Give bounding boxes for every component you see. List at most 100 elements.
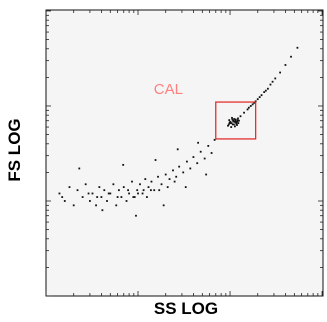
data-point xyxy=(227,123,230,126)
data-point xyxy=(284,64,287,66)
data-point xyxy=(203,157,206,160)
data-point xyxy=(234,125,236,128)
data-point xyxy=(210,152,213,154)
data-point xyxy=(172,169,174,172)
data-point xyxy=(131,180,133,183)
data-point xyxy=(199,150,202,153)
data-point xyxy=(120,196,123,198)
data-point xyxy=(133,196,136,198)
data-point xyxy=(231,123,234,126)
data-point xyxy=(186,160,188,163)
data-point xyxy=(166,186,169,189)
data-point xyxy=(235,121,238,123)
data-point xyxy=(258,96,261,99)
data-point xyxy=(249,105,252,107)
data-point xyxy=(267,87,269,90)
data-point xyxy=(230,126,233,128)
data-point xyxy=(101,209,104,212)
x-axis-title: SS LOG xyxy=(154,299,218,318)
data-point xyxy=(91,192,94,195)
data-point xyxy=(78,167,81,170)
y-axis-title: FS LOG xyxy=(5,118,24,181)
data-point xyxy=(128,192,130,195)
data-point xyxy=(103,189,106,192)
data-point xyxy=(58,192,61,195)
data-point xyxy=(150,180,153,183)
data-point xyxy=(100,196,103,198)
data-point xyxy=(238,119,240,122)
data-point xyxy=(182,171,185,174)
cal-gate-label: CAL xyxy=(154,81,183,98)
data-point xyxy=(135,214,137,217)
data-point xyxy=(189,167,192,170)
data-point xyxy=(107,192,110,195)
data-point xyxy=(184,186,187,189)
data-point xyxy=(158,189,161,192)
data-point xyxy=(146,196,148,198)
data-point xyxy=(239,115,242,118)
data-point xyxy=(176,148,179,151)
data-point xyxy=(233,118,236,120)
data-point xyxy=(274,77,277,80)
data-point xyxy=(68,186,71,189)
data-point xyxy=(137,192,139,195)
data-point xyxy=(72,204,75,207)
data-point xyxy=(76,189,79,192)
data-point xyxy=(160,183,163,186)
data-point xyxy=(263,91,266,93)
data-point xyxy=(236,124,238,126)
data-point xyxy=(213,138,216,141)
data-point xyxy=(118,189,120,192)
data-point xyxy=(132,196,135,198)
data-point xyxy=(271,80,274,83)
data-point xyxy=(144,178,147,180)
data-point xyxy=(178,165,181,168)
data-point xyxy=(227,124,229,127)
data-point xyxy=(106,200,108,202)
data-point xyxy=(89,200,91,202)
data-point xyxy=(197,141,200,144)
data-point xyxy=(231,116,233,119)
data-point xyxy=(109,192,112,195)
data-point xyxy=(112,183,115,186)
data-point xyxy=(84,183,87,186)
data-point xyxy=(269,83,272,86)
data-point xyxy=(228,121,231,124)
data-point xyxy=(279,71,281,74)
data-point xyxy=(264,89,267,92)
data-point xyxy=(235,122,238,125)
data-point xyxy=(147,186,150,189)
axis-ticks xyxy=(45,10,323,297)
data-point xyxy=(95,204,97,207)
data-point xyxy=(116,196,119,198)
data-point xyxy=(115,204,118,207)
data-point xyxy=(122,163,125,166)
data-point xyxy=(192,156,195,158)
data-point xyxy=(142,189,145,192)
data-point xyxy=(232,123,235,126)
data-points xyxy=(58,46,299,217)
data-point xyxy=(234,119,237,122)
data-point xyxy=(127,189,129,192)
data-point xyxy=(153,189,156,192)
data-point xyxy=(162,204,165,207)
data-point xyxy=(254,100,257,103)
data-point xyxy=(81,196,84,198)
data-point xyxy=(168,178,171,180)
data-point xyxy=(125,200,128,202)
data-point xyxy=(253,101,256,104)
data-point xyxy=(243,111,245,114)
data-point xyxy=(251,103,254,106)
data-point xyxy=(98,186,101,189)
data-point xyxy=(87,192,90,195)
data-point xyxy=(63,200,66,202)
data-point xyxy=(232,120,235,123)
data-point xyxy=(175,175,178,178)
data-point xyxy=(154,159,157,161)
data-point xyxy=(237,117,239,120)
data-point xyxy=(173,180,176,183)
data-point xyxy=(237,122,240,125)
data-point xyxy=(136,189,139,192)
data-point xyxy=(61,196,64,198)
